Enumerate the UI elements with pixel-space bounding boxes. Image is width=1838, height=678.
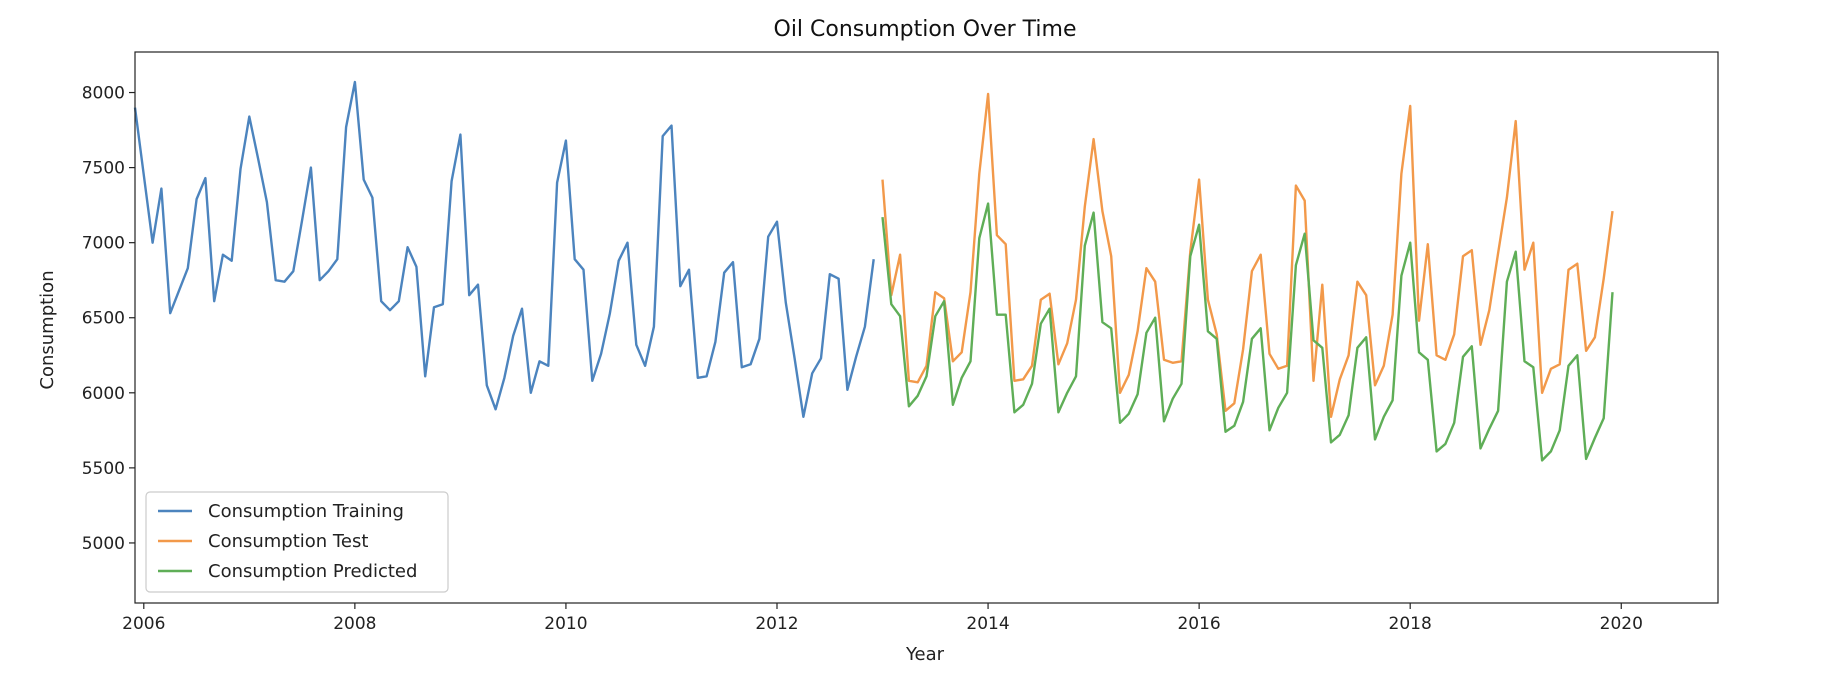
x-tick-label: 2014 [966, 614, 1009, 634]
legend-label-consumption-test: Consumption Test [208, 531, 368, 552]
x-axis-label: Year [905, 644, 945, 665]
x-tick-label: 2020 [1600, 614, 1643, 634]
plot-frame [134, 51, 1719, 604]
x-tick-label: 2006 [122, 614, 165, 634]
y-tick-label: 8000 [82, 84, 125, 104]
x-tick-label: 2018 [1389, 614, 1432, 634]
y-tick-label: 7000 [82, 234, 125, 254]
y-tick-label: 5500 [82, 459, 125, 479]
y-tick-label: 6500 [82, 309, 125, 329]
y-tick-label: 6000 [82, 384, 125, 404]
legend: Consumption Training Consumption Test Cons… [145, 491, 449, 593]
y-axis-label: Consumption [37, 270, 58, 389]
y-tick-label: 7500 [82, 159, 125, 179]
legend-label-consumption-training: Consumption Training [208, 501, 404, 522]
series-line-consumption-predicted [881, 202, 1614, 462]
series-line-consumption-training [133, 80, 875, 418]
x-axis: 2006 2008 2010 2012 2014 2016 2018 2020 [122, 603, 1643, 634]
x-tick-label: 2008 [333, 614, 376, 634]
plot-area [133, 80, 1614, 462]
x-tick-label: 2010 [544, 614, 587, 634]
legend-label-consumption-predicted: Consumption Predicted [208, 561, 417, 582]
x-tick-label: 2012 [755, 614, 798, 634]
chart-title: Oil Consumption Over Time [774, 17, 1077, 42]
series-line-consumption-test [881, 92, 1614, 418]
legend-box [145, 491, 449, 593]
x-tick-label: 2016 [1177, 614, 1220, 634]
y-tick-label: 5000 [82, 534, 125, 554]
y-axis: 5000 5500 6000 6500 7000 7500 8000 [82, 84, 135, 554]
